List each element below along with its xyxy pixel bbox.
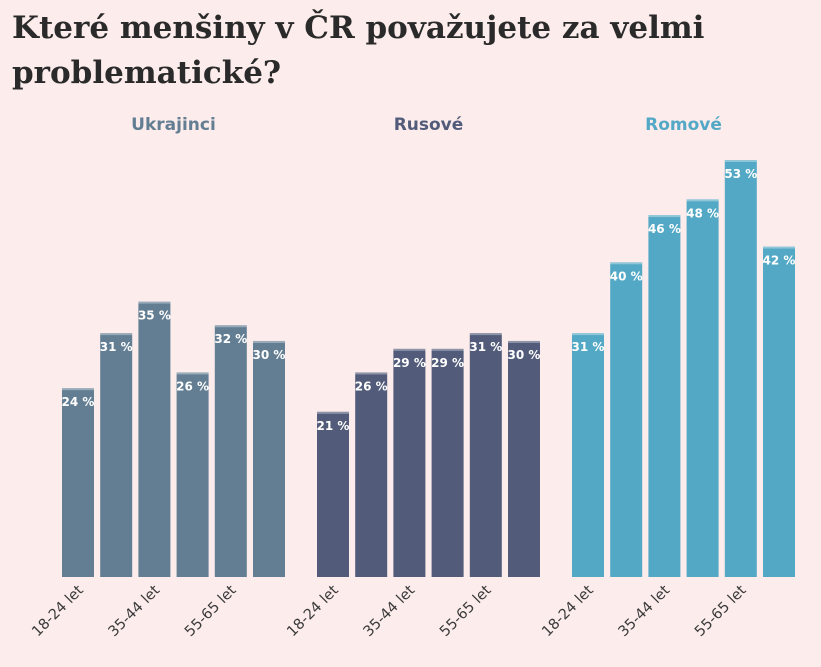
- bar-top-highlight: [648, 215, 681, 218]
- bar: [317, 411, 349, 577]
- bar-value-label: 31 %: [469, 340, 502, 354]
- bar-value-label: 30 %: [508, 348, 541, 362]
- bar-top-highlight: [355, 372, 388, 375]
- bar-value-label: 40 %: [610, 269, 643, 283]
- x-tick-label: 18-24 let: [284, 582, 342, 640]
- bar-value-label: 29 %: [393, 356, 426, 370]
- bar: [508, 340, 540, 577]
- x-tick-label: 55-65 let: [692, 582, 750, 640]
- panel-title-ukrajinci: Ukrajinci: [131, 115, 216, 135]
- bar-value-label: 26 %: [355, 379, 388, 393]
- bar-top-highlight: [686, 199, 719, 202]
- bar-top-highlight: [62, 388, 94, 391]
- bar-value-label: 46 %: [648, 222, 681, 236]
- bar: [724, 160, 757, 577]
- bar-top-highlight: [100, 333, 133, 336]
- bar-top-highlight: [724, 160, 757, 162]
- bar: [686, 199, 719, 577]
- bar-top-highlight: [508, 340, 540, 343]
- bar-value-label: 35 %: [138, 309, 171, 323]
- bar-top-highlight: [431, 348, 464, 351]
- bar-top-highlight: [610, 262, 643, 265]
- bar: [176, 372, 209, 577]
- x-tick-label: 55-65 let: [182, 582, 240, 640]
- bar-top-highlight: [572, 333, 604, 336]
- x-tick-label: 18-24 let: [539, 582, 597, 640]
- bar-value-label: 26 %: [176, 379, 209, 393]
- bar: [393, 348, 426, 577]
- bar-value-label: 29 %: [431, 356, 464, 370]
- panel-title-romové: Romové: [645, 115, 722, 135]
- bar: [763, 246, 795, 577]
- bar: [138, 301, 171, 577]
- bar-top-highlight: [393, 348, 426, 351]
- chart-title: Které menšiny v ČR považujete za velmi p…: [12, 10, 705, 91]
- bar: [355, 372, 388, 577]
- bar-top-highlight: [138, 301, 171, 304]
- bar-value-label: 30 %: [253, 348, 286, 362]
- bar-value-label: 53 %: [724, 167, 757, 181]
- bar-top-highlight: [763, 246, 795, 249]
- bar-value-label: 21 %: [317, 419, 350, 433]
- bar-top-highlight: [214, 325, 247, 328]
- x-tick-label: 35-44 let: [361, 582, 419, 640]
- bar: [62, 388, 94, 577]
- bar-value-label: 42 %: [763, 254, 796, 268]
- bar-top-highlight: [469, 333, 502, 336]
- bar: [469, 333, 502, 577]
- x-tick-label: 55-65 let: [437, 582, 495, 640]
- x-tick-label: 18-24 let: [29, 582, 87, 640]
- bar-top-highlight: [317, 411, 349, 414]
- bar-value-label: 31 %: [572, 340, 605, 354]
- x-tick-label: 35-44 let: [616, 582, 674, 640]
- bar: [610, 262, 643, 577]
- bar: [648, 215, 681, 577]
- bar-value-label: 32 %: [214, 332, 247, 346]
- bar: [253, 340, 285, 577]
- bar-value-label: 24 %: [62, 395, 95, 409]
- bar: [572, 333, 604, 577]
- bar-top-highlight: [253, 340, 285, 343]
- x-tick-label: 35-44 let: [106, 582, 164, 640]
- bar-value-label: 31 %: [100, 340, 133, 354]
- bar-value-label: 48 %: [686, 206, 719, 220]
- bar: [214, 325, 247, 577]
- bar-top-highlight: [176, 372, 209, 375]
- bar: [100, 333, 133, 577]
- panel-title-rusové: Rusové: [394, 115, 464, 135]
- bar: [431, 348, 464, 577]
